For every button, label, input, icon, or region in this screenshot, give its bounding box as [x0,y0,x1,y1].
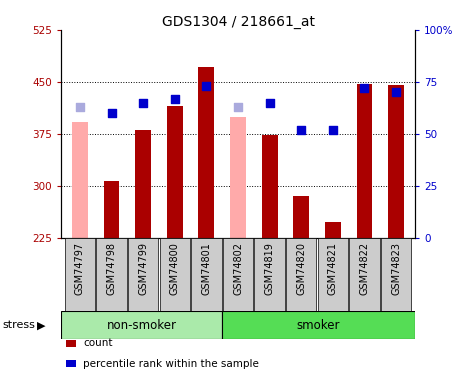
Bar [191,238,221,311]
Text: GSM74819: GSM74819 [265,242,275,295]
Bar [223,238,253,311]
Text: GSM74801: GSM74801 [201,242,212,295]
Bar [96,238,127,311]
Point [361,85,368,91]
Bar [262,135,278,238]
Point [203,83,210,89]
Text: GSM74800: GSM74800 [170,242,180,295]
Text: percentile rank within the sample: percentile rank within the sample [83,359,259,369]
Bar [381,238,411,311]
Point [393,90,400,96]
Title: GDS1304 / 218661_at: GDS1304 / 218661_at [161,15,315,29]
Bar [135,130,151,238]
Text: non-smoker: non-smoker [106,319,177,332]
Bar [286,238,317,311]
Bar [318,238,348,311]
Bar [104,181,120,238]
Bar [230,117,246,238]
Point [297,127,305,133]
Text: GSM74821: GSM74821 [328,242,338,295]
Bar [356,84,372,238]
Bar [65,238,95,311]
Text: GSM74820: GSM74820 [296,242,306,295]
Bar [388,86,404,238]
Text: GSM74798: GSM74798 [106,242,117,295]
Bar [255,238,285,311]
Text: GSM74802: GSM74802 [233,242,243,295]
Bar [159,238,190,311]
Bar [72,122,88,238]
Bar [222,311,415,339]
Bar [128,238,159,311]
Text: GSM74799: GSM74799 [138,242,148,295]
Bar [198,67,214,238]
Point [171,96,179,102]
Bar [325,222,341,238]
Text: stress: stress [2,320,35,330]
Point [329,127,337,133]
Bar [293,196,309,238]
Point [139,100,147,106]
Text: smoker: smoker [297,319,340,332]
Bar [167,106,183,238]
Text: ▶: ▶ [38,320,46,330]
Point [76,104,83,110]
Bar [61,311,222,339]
Text: GSM74797: GSM74797 [75,242,85,295]
Point [108,110,115,116]
Text: count: count [83,338,113,348]
Bar [349,238,379,311]
Text: GSM74823: GSM74823 [391,242,401,295]
Point [234,104,242,110]
Point [266,100,273,106]
Text: GSM74822: GSM74822 [359,242,370,295]
